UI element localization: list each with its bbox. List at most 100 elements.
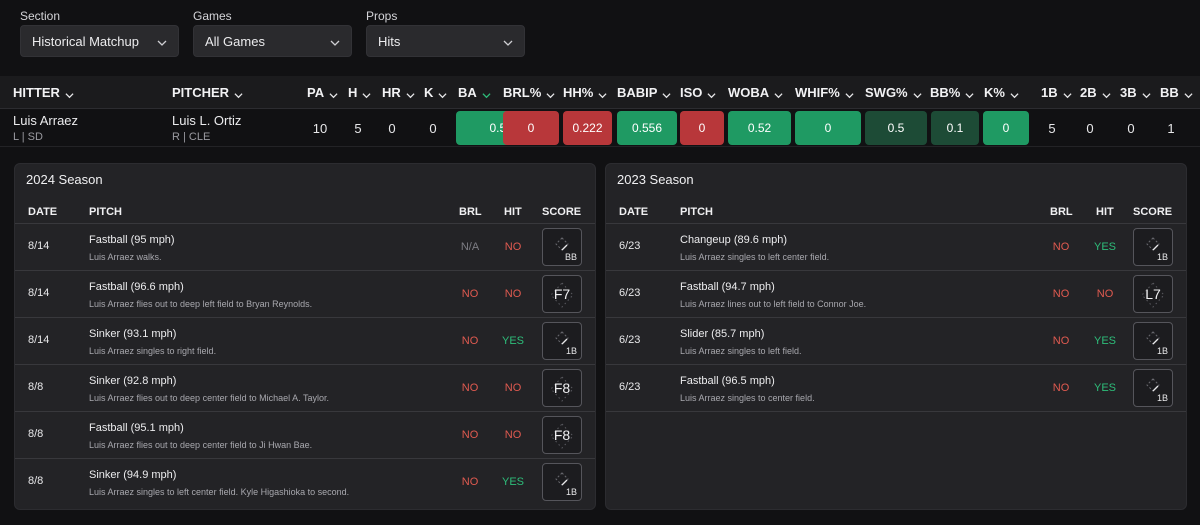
matchup-stats-table: HITTER PITCHER PA H HR K BA BRL% HH% BABIP ISO WOBA… xyxy=(0,76,1200,147)
score-box[interactable]: 1B xyxy=(1133,322,1173,360)
column-header-woba[interactable]: WOBA xyxy=(728,76,783,109)
barrel-value: NO xyxy=(461,429,479,441)
column-header-label: BRL% xyxy=(503,85,542,100)
score-code: F7 xyxy=(553,286,571,302)
column-header-hitter[interactable]: HITTER xyxy=(13,76,74,109)
pitch-date: 8/8 xyxy=(28,381,44,393)
column-header-pitcher[interactable]: PITCHER xyxy=(172,76,243,109)
column-header-bb-pct[interactable]: BB% xyxy=(930,76,974,109)
header-date: DATE xyxy=(619,206,649,218)
stat-chip-bb-pct: 0.1 xyxy=(931,111,979,145)
games-select[interactable]: All Games xyxy=(193,25,352,57)
column-header-h[interactable]: H xyxy=(348,76,371,109)
column-header-k[interactable]: K xyxy=(424,76,447,109)
header-brl: BRL xyxy=(459,206,482,218)
column-header-label: BB% xyxy=(930,85,961,100)
column-header-b1[interactable]: 1B xyxy=(1041,76,1072,109)
header-score: SCORE xyxy=(542,206,582,218)
sort-chevron-icon xyxy=(438,88,447,99)
sort-chevron-icon xyxy=(913,88,922,99)
barrel-value: NO xyxy=(1052,288,1070,300)
score-code: 1B xyxy=(565,487,577,497)
score-code: L7 xyxy=(1145,286,1161,302)
column-header-b2[interactable]: 2B xyxy=(1080,76,1111,109)
header-brl: BRL xyxy=(1050,206,1073,218)
pitch-description: Luis Arraez singles to right field. xyxy=(89,346,217,356)
column-header-whif[interactable]: WHIF% xyxy=(795,76,854,109)
column-header-bb[interactable]: BB xyxy=(1160,76,1193,109)
chevron-down-icon xyxy=(157,36,167,46)
score-box[interactable]: F7 xyxy=(542,275,582,313)
score-box[interactable]: BB xyxy=(542,228,582,266)
field-diamond-icon xyxy=(1146,378,1160,392)
sort-chevron-icon xyxy=(845,88,854,99)
hit-value: NO xyxy=(504,241,522,253)
pitch-row[interactable]: 6/23 Changeup (89.6 mph) Luis Arraez singl… xyxy=(606,224,1186,271)
column-header-pa[interactable]: PA xyxy=(307,76,338,109)
pitch-row[interactable]: 8/8 Fastball (95.1 mph) Luis Arraez flies … xyxy=(15,412,595,459)
score-box[interactable]: F8 xyxy=(542,416,582,454)
score-box[interactable]: 1B xyxy=(1133,228,1173,266)
column-header-k-pct[interactable]: K% xyxy=(984,76,1019,109)
pitch-row[interactable]: 8/14 Fastball (96.6 mph) Luis Arraez flies… xyxy=(15,271,595,318)
filter-games: Games All Games xyxy=(193,9,352,57)
header-date: DATE xyxy=(28,206,58,218)
sort-chevron-icon xyxy=(1142,88,1151,99)
pitch-description: Luis Arraez singles to left field. xyxy=(680,346,802,356)
stat-value-hr: 0 xyxy=(388,120,396,136)
props-select[interactable]: Hits xyxy=(366,25,525,57)
filter-props-label: Props xyxy=(366,9,398,23)
hit-value: YES xyxy=(501,335,524,347)
stat-value-pa: 10 xyxy=(312,120,328,136)
stat-chip-whif: 0 xyxy=(795,111,861,145)
column-header-iso[interactable]: ISO xyxy=(680,76,716,109)
pitch-row[interactable]: 6/23 Slider (85.7 mph) Luis Arraez singles… xyxy=(606,318,1186,365)
pitch-date: 6/23 xyxy=(619,287,641,299)
pitch-row[interactable]: 8/8 Sinker (94.9 mph) Luis Arraez singles … xyxy=(15,459,595,506)
score-box[interactable]: 1B xyxy=(542,322,582,360)
column-header-label: ISO xyxy=(680,85,703,100)
sort-chevron-icon xyxy=(707,88,716,99)
header-score: SCORE xyxy=(1133,206,1173,218)
column-header-babip[interactable]: BABIP xyxy=(617,76,671,109)
pitch-description: Luis Arraez flies out to deep center fie… xyxy=(89,440,313,450)
column-header-label: HH% xyxy=(563,85,594,100)
score-box[interactable]: L7 xyxy=(1133,275,1173,313)
field-diamond-icon xyxy=(1146,237,1160,251)
column-header-brl[interactable]: BRL% xyxy=(503,76,555,109)
column-header-hr[interactable]: HR xyxy=(382,76,415,109)
column-header-b3[interactable]: 3B xyxy=(1120,76,1151,109)
score-box[interactable]: 1B xyxy=(1133,369,1173,407)
column-header-hh[interactable]: HH% xyxy=(563,76,607,109)
column-header-label: HITTER xyxy=(13,85,60,100)
pitch-date: 8/14 xyxy=(28,240,50,252)
section-select[interactable]: Historical Matchup xyxy=(20,25,179,57)
stat-chip-swg: 0.5 xyxy=(865,111,927,145)
hit-value: NO xyxy=(504,382,522,394)
pitch-date: 6/23 xyxy=(619,334,641,346)
pitch-row[interactable]: 6/23 Fastball (94.7 mph) Luis Arraez lines… xyxy=(606,271,1186,318)
stat-value-b3: 0 xyxy=(1127,120,1135,136)
sort-chevron-icon xyxy=(234,88,243,99)
barrel-value: N/A xyxy=(460,241,480,253)
pitch-row[interactable]: 8/14 Fastball (95 mph) Luis Arraez walks. N… xyxy=(15,224,595,271)
pitch-row[interactable]: 8/8 Sinker (92.8 mph) Luis Arraez flies ou… xyxy=(15,365,595,412)
sort-chevron-icon xyxy=(774,88,783,99)
score-box[interactable]: 1B xyxy=(542,463,582,501)
pitch-row[interactable]: 6/23 Fastball (96.5 mph) Luis Arraez singl… xyxy=(606,365,1186,412)
score-code: 1B xyxy=(1156,346,1168,356)
pitch-row[interactable]: 8/14 Sinker (93.1 mph) Luis Arraez singles… xyxy=(15,318,595,365)
column-header-label: K% xyxy=(984,85,1005,100)
column-header-label: BABIP xyxy=(617,85,658,100)
field-diamond-icon xyxy=(555,331,569,345)
pitch-date: 6/23 xyxy=(619,240,641,252)
score-code: F8 xyxy=(553,380,571,396)
column-header-label: BB xyxy=(1160,85,1179,100)
barrel-value: NO xyxy=(461,288,479,300)
score-box[interactable]: F8 xyxy=(542,369,582,407)
column-header-swg[interactable]: SWG% xyxy=(865,76,922,109)
pitch-table-header: DATE PITCH BRL HIT SCORE xyxy=(15,202,595,224)
sort-chevron-icon xyxy=(329,88,338,99)
column-header-ba[interactable]: BA xyxy=(458,76,491,109)
pitch-description: Luis Arraez singles to center field. xyxy=(680,393,815,403)
